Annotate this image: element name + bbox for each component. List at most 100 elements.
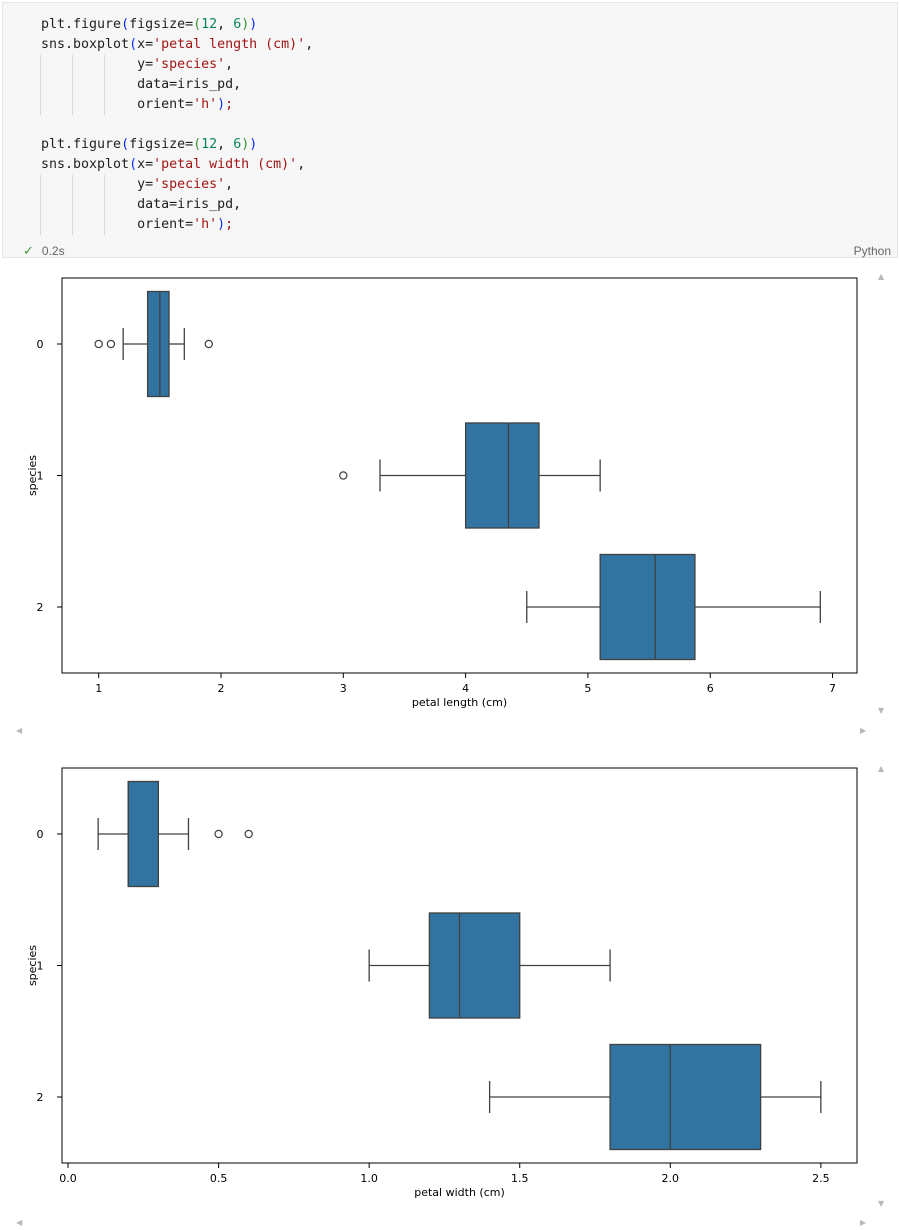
x-tick-label: 1.5: [511, 1172, 529, 1185]
code-line: orient='h');: [41, 95, 313, 115]
iqr-box: [127, 780, 160, 888]
indent-guide: [40, 55, 41, 115]
code-token: ): [241, 137, 250, 152]
cell-language[interactable]: Python: [853, 244, 891, 258]
code-token: sns.boxplot: [41, 37, 130, 52]
x-axis-label: petal length (cm): [412, 696, 507, 709]
indent-guide: [104, 175, 105, 235]
code-token: 'petal length (cm)': [153, 37, 306, 52]
box-group: [526, 553, 821, 661]
outlier-point: [244, 829, 253, 839]
scroll-up-icon[interactable]: ▲: [878, 764, 885, 773]
check-icon: ✓: [23, 243, 34, 258]
code-token: y=: [41, 177, 154, 192]
x-tick-label: 0.0: [59, 1172, 77, 1185]
y-tick-label: 2: [37, 1091, 44, 1104]
outlier-point: [94, 339, 103, 349]
code-token: ): [249, 137, 258, 152]
box-group: [488, 1043, 822, 1151]
code-token: x=: [137, 37, 154, 52]
y-axis-label: species: [26, 455, 39, 496]
code-token: =: [185, 17, 194, 32]
scroll-down-icon[interactable]: ▼: [878, 706, 885, 715]
code-token: y=: [41, 57, 154, 72]
boxplot-petal-width: 0.0 0.5 1.0 1.5 2.0 2.5 0 1 2 petal width (cm) spe…: [26, 767, 858, 1199]
code-token: ,: [217, 17, 234, 32]
y-tick-label: 0: [37, 338, 44, 351]
x-tick-label: 2: [218, 682, 225, 695]
code-token: ): [241, 17, 250, 32]
outlier-point: [106, 339, 116, 349]
code-token: ,: [225, 177, 234, 192]
cell-status: ✓ 0.2s: [23, 243, 65, 259]
scroll-down-icon[interactable]: ▼: [878, 1199, 885, 1208]
box-group: [94, 290, 213, 398]
outlier-point: [214, 829, 223, 839]
scroll-left-icon[interactable]: ◀: [16, 1218, 23, 1227]
code-token: 'h': [193, 97, 218, 112]
code-line: data=iris_pd,: [41, 195, 313, 215]
x-tick-label: 1: [95, 682, 102, 695]
code-token: (: [129, 157, 138, 172]
iqr-box: [599, 553, 696, 661]
y-tick-label: 1: [37, 960, 44, 973]
x-tick-label: 1.0: [360, 1172, 378, 1185]
scroll-right-icon[interactable]: ▶: [860, 726, 867, 735]
code-line: y='species',: [41, 55, 313, 75]
y-tick-label: 1: [37, 470, 44, 483]
iqr-box: [428, 912, 521, 1019]
code-line: y='species',: [41, 175, 313, 195]
x-tick-label: 3: [340, 682, 347, 695]
scroll-up-icon[interactable]: ▲: [878, 272, 885, 281]
iqr-box: [609, 1043, 762, 1151]
code-token: (: [193, 137, 202, 152]
code-token: 'petal width (cm)': [153, 157, 298, 172]
indent-guide: [72, 175, 73, 235]
code-token: data=iris_pd,: [41, 197, 242, 212]
code-token: 'species': [153, 177, 226, 192]
scroll-left-icon[interactable]: ◀: [16, 726, 23, 735]
code-token: 6: [233, 137, 242, 152]
code-token: (: [121, 137, 130, 152]
code-token: 'species': [153, 57, 226, 72]
indent-guide: [104, 55, 105, 115]
box-group: [339, 422, 601, 529]
x-tick-label: 7: [829, 682, 836, 695]
code-token: figsize: [129, 17, 186, 32]
indent-guide: [72, 55, 73, 115]
code-token: 'h': [193, 217, 218, 232]
boxplot-petal-length: 1 2 3 4 5 6 7 0 1 2 petal length (cm) species: [26, 277, 858, 709]
code-token: 12: [201, 17, 218, 32]
code-token: ): [249, 17, 258, 32]
x-tick-label: 4: [462, 682, 469, 695]
code-token: ): [217, 97, 226, 112]
code-token: =: [185, 137, 194, 152]
code-line: sns.boxplot(x='petal width (cm)',: [41, 155, 313, 175]
code-token: ;: [225, 97, 234, 112]
box-group: [368, 912, 611, 1019]
code-line: [41, 115, 313, 135]
iqr-box: [146, 290, 170, 398]
code-line: orient='h');: [41, 215, 313, 235]
code-token: 6: [233, 17, 242, 32]
code-token: ,: [225, 57, 234, 72]
code-token: plt.figure: [41, 17, 122, 32]
code-editor[interactable]: plt.figure(figsize=(12, 6)) sns.boxplot(x…: [41, 15, 313, 235]
code-token: (: [129, 37, 138, 52]
scroll-right-icon[interactable]: ▶: [860, 1218, 867, 1227]
code-token: orient=: [41, 97, 194, 112]
code-line: plt.figure(figsize=(12, 6)): [41, 15, 313, 35]
outlier-point: [204, 339, 213, 349]
code-cell[interactable]: plt.figure(figsize=(12, 6)) sns.boxplot(x…: [2, 2, 898, 258]
box-group: [97, 780, 253, 888]
code-token: (: [193, 17, 202, 32]
code-token: 12: [201, 137, 218, 152]
x-tick-label: 2.0: [662, 1172, 680, 1185]
x-tick-label: 6: [707, 682, 714, 695]
y-axis-label: species: [26, 945, 39, 986]
code-token: ,: [305, 37, 314, 52]
code-token: orient=: [41, 217, 194, 232]
indent-guide: [40, 175, 41, 235]
y-tick-label: 0: [37, 828, 44, 841]
code-token: ,: [217, 137, 234, 152]
